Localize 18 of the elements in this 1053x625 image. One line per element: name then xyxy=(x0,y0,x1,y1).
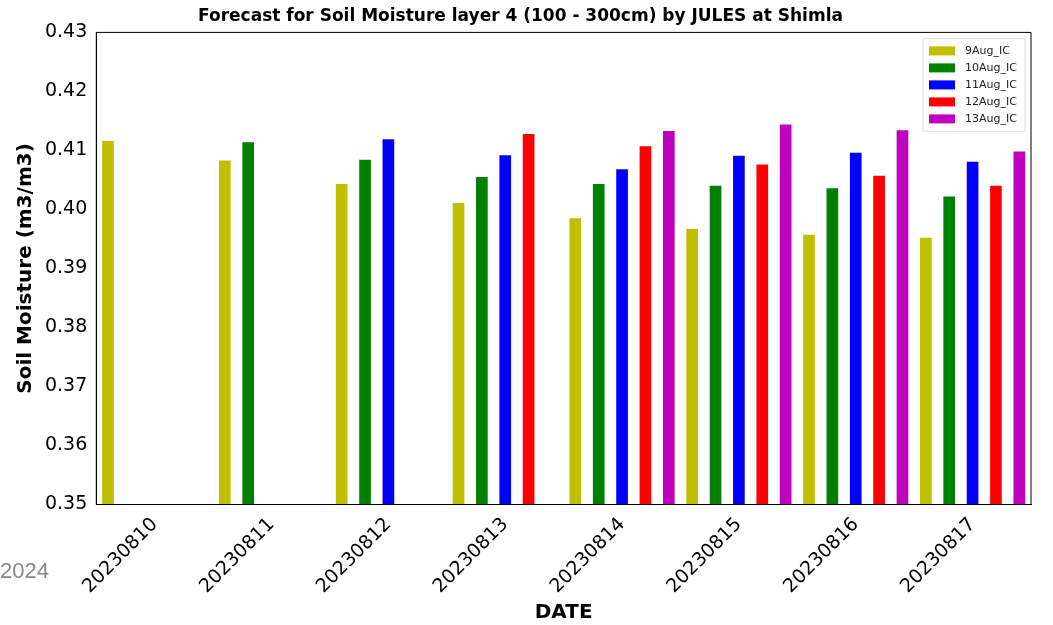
x-axis-title: DATE xyxy=(534,599,593,624)
y-tick-label: 0.43 xyxy=(44,19,88,42)
y-tick-label: 0.41 xyxy=(44,137,88,160)
y-tick-label: 0.36 xyxy=(44,432,88,455)
legend-label: 10Aug_IC xyxy=(965,61,1018,75)
y-axis-title: Soil Moisture (m3/m3) xyxy=(12,143,37,394)
y-tick-label: 0.35 xyxy=(44,491,88,514)
text: 2024 xyxy=(0,558,49,584)
legend-label: 12Aug_IC xyxy=(965,95,1018,109)
y-tick-label: 0.40 xyxy=(44,196,88,219)
legend-label: 11Aug_IC xyxy=(965,78,1018,92)
y-tick-label: 0.38 xyxy=(44,314,88,337)
legend-label: 9Aug_IC xyxy=(965,44,1011,58)
legend-label: 13Aug_IC xyxy=(965,112,1018,126)
y-tick-label: 0.37 xyxy=(44,373,88,396)
y-tick-label: 0.42 xyxy=(44,78,88,101)
chart-title: Forecast for Soil Moisture layer 4 (100 - 300cm) by JULES at Shimla xyxy=(198,4,843,25)
y-tick-label: 0.39 xyxy=(44,255,88,278)
